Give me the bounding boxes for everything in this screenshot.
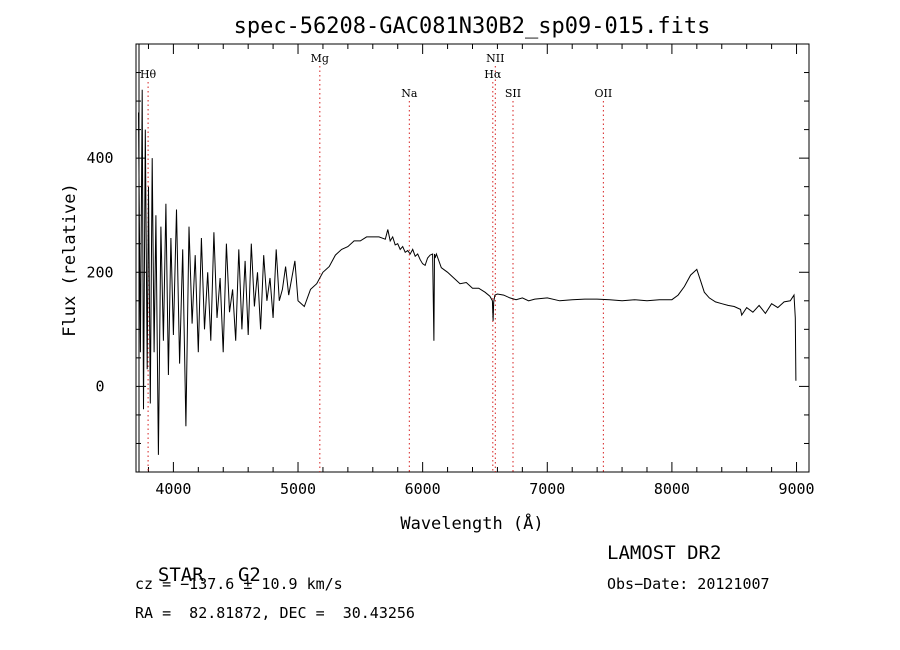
y-tick-label: 200 xyxy=(86,263,113,281)
x-tick-label: 9000 xyxy=(778,480,814,498)
object-class: STAR G2 xyxy=(135,542,261,586)
spectral-line-label: NII xyxy=(486,52,504,65)
class-label: STAR xyxy=(157,564,204,586)
y-axis-label: Flux (relative) xyxy=(60,183,80,337)
spectral-line-label: Hθ xyxy=(140,68,157,81)
x-tick-label: 7000 xyxy=(529,480,565,498)
x-tick-label: 8000 xyxy=(654,480,690,498)
subclass-label: G2 xyxy=(237,564,261,586)
redshift-text: cz = −137.6 ± 10.9 km/s xyxy=(135,575,343,593)
survey-label: LAMOST DR2 xyxy=(607,542,722,564)
plot-area: 4000 5000 6000 7000 8000 9000 0 200 400 Hθ Mg Na NII… xyxy=(86,43,815,498)
spectral-line-label: Hα xyxy=(484,68,502,81)
x-tick-label: 5000 xyxy=(280,480,316,498)
plot-frame xyxy=(135,43,810,473)
x-tick-label: 6000 xyxy=(405,480,441,498)
coordinates-text: RA = 82.81872, DEC = 30.43256 xyxy=(135,604,415,622)
spectrum-line xyxy=(138,89,797,455)
obs-date-text: Obs−Date: 20121007 xyxy=(607,575,770,593)
x-tick-label: 4000 xyxy=(155,480,191,498)
spectral-line-label: SII xyxy=(505,87,521,100)
spectral-line-label: Mg xyxy=(311,52,329,65)
x-axis-label: Wavelength (Å) xyxy=(400,512,543,534)
y-tick-label: 400 xyxy=(86,149,113,167)
y-tick-label: 0 xyxy=(95,377,104,395)
chart-title: spec-56208-GAC081N30B2_sp09-015.fits xyxy=(234,14,711,39)
spectral-line-label: Na xyxy=(401,87,418,100)
spectral-line-label: OII xyxy=(595,87,613,100)
